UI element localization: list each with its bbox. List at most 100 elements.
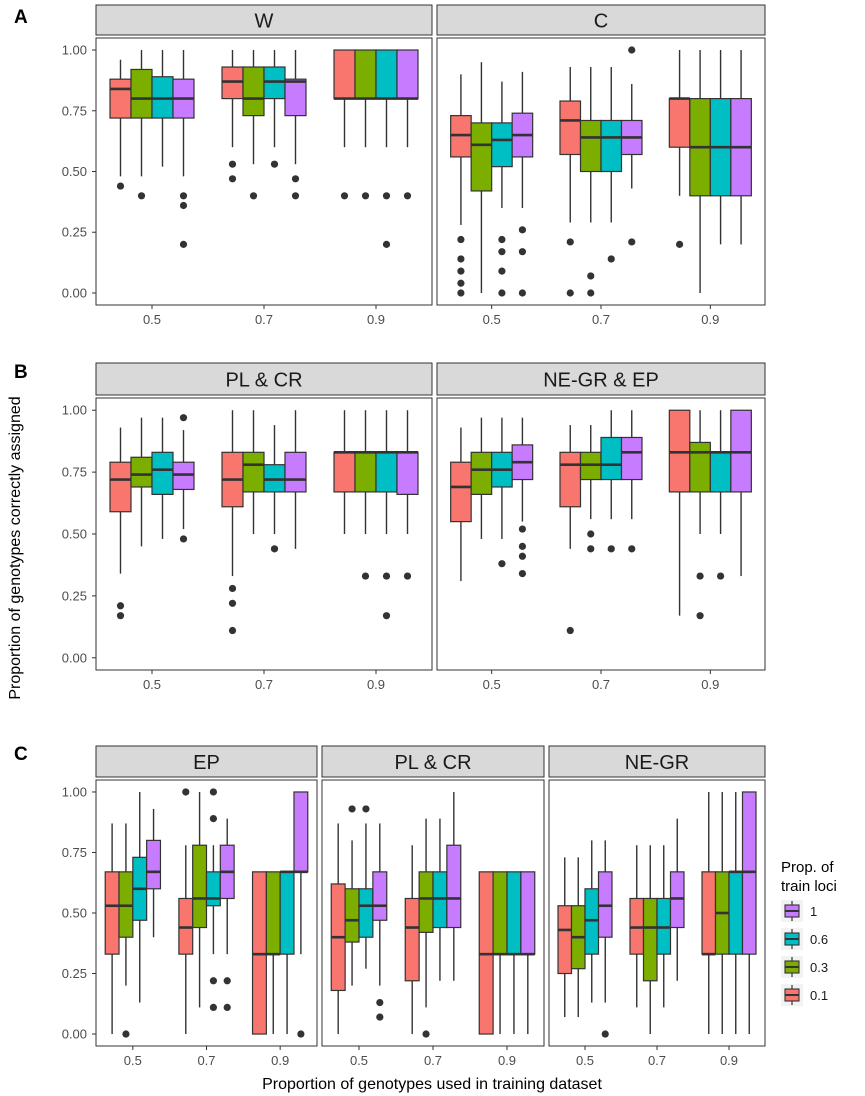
box-body xyxy=(151,451,174,495)
outlier-point xyxy=(498,248,506,256)
legend-key-0.3: 0.3 xyxy=(781,956,828,978)
outlier-point xyxy=(382,192,391,200)
legend-key-label: 0.3 xyxy=(810,960,828,975)
outlier-point xyxy=(587,545,595,553)
outlier-point xyxy=(518,248,527,256)
box-0.7-0.1 xyxy=(559,67,582,297)
y-tick-label: 0.25 xyxy=(62,966,87,981)
box-0.7-0.6 xyxy=(600,410,623,553)
box-body xyxy=(701,871,717,955)
panels-layer: 0.00 0.25 0.50 0.75 1.00 W 0.5 0.7 0.9 C 0.5 0.7 0.9… xyxy=(62,4,766,1068)
x-tick-label: 0.7 xyxy=(197,1053,215,1068)
x-tick-label: 0.9 xyxy=(271,1053,289,1068)
outlier-point xyxy=(116,182,125,190)
outlier-point xyxy=(587,530,595,538)
box-body xyxy=(205,871,221,907)
outlier-point xyxy=(228,175,237,183)
plot-frame xyxy=(95,397,433,671)
box-body xyxy=(130,68,153,119)
outlier-point xyxy=(270,160,279,168)
box-0.7-1 xyxy=(620,410,643,553)
box-0.7-1 xyxy=(219,818,235,1012)
y-tick-label: 1.00 xyxy=(62,403,87,418)
facet-strip xyxy=(95,4,433,36)
box-body xyxy=(492,871,508,955)
x-tick-label: 0.5 xyxy=(483,677,501,692)
box-0.5-0.3 xyxy=(130,50,153,200)
y-tick-label: 1.00 xyxy=(62,43,87,58)
box-0.5-0.1 xyxy=(450,74,472,297)
outlier-point xyxy=(209,977,218,985)
facet-title: W xyxy=(255,11,274,33)
outlier-point xyxy=(291,175,300,183)
box-0.9-0.1 xyxy=(478,871,494,1035)
box-body xyxy=(559,100,582,156)
legend-key-1: 1 xyxy=(781,900,817,922)
row-b-tag: B xyxy=(14,362,28,383)
x-tick-label: 0.5 xyxy=(483,312,501,327)
box-body xyxy=(506,871,522,955)
x-tick-label: 0.5 xyxy=(143,677,161,692)
facet-title: PL & CR xyxy=(394,752,471,774)
box-body xyxy=(728,871,744,955)
box-0.7-0.3 xyxy=(579,425,602,553)
box-body xyxy=(344,888,360,943)
x-tick-label: 0.7 xyxy=(255,312,273,327)
box-body xyxy=(404,897,420,982)
x-tick-label: 0.7 xyxy=(592,677,610,692)
box-0.9-1 xyxy=(730,409,752,577)
facet-panel: PL & CR 0.5 0.7 0.9 xyxy=(321,745,545,1068)
facet-strip xyxy=(548,745,766,778)
box-0.5-0.1 xyxy=(557,857,573,1018)
facet-title: EP xyxy=(193,752,220,774)
outlier-point xyxy=(223,977,231,985)
outlier-point xyxy=(457,267,465,275)
facet-panel: NE-GR 0.5 0.7 0.9 xyxy=(548,745,766,1068)
box-body xyxy=(284,451,307,493)
x-tick-label: 0.9 xyxy=(720,1053,738,1068)
box-0.5-0.1 xyxy=(109,427,132,620)
box-body xyxy=(579,119,602,173)
outlier-point xyxy=(518,525,527,533)
box-body xyxy=(375,451,398,493)
x-tick-label: 0.9 xyxy=(701,312,719,327)
outlier-point xyxy=(179,535,188,543)
outlier-point xyxy=(179,240,188,248)
box-0.9-0.6 xyxy=(709,410,732,580)
box-body xyxy=(470,451,493,495)
box-body xyxy=(354,451,377,493)
facet-strip xyxy=(321,745,545,778)
x-tick-label: 0.5 xyxy=(576,1053,594,1068)
box-body xyxy=(354,49,377,100)
x-axis-title: Proportion of genotypes used in training… xyxy=(262,1076,602,1093)
box-0.7-0.6 xyxy=(263,425,286,553)
outlier-point xyxy=(179,414,188,422)
box-0.9-0.1 xyxy=(333,410,356,534)
box-body xyxy=(192,844,208,929)
outlier-point xyxy=(228,626,237,635)
legend-key-label: 1 xyxy=(810,904,817,919)
box-0.7-0.3 xyxy=(192,791,208,1008)
facet-panel: EP 0.5 0.7 0.9 xyxy=(95,745,318,1068)
outlier-point xyxy=(607,545,615,553)
outlier-point xyxy=(566,626,574,635)
x-tick-label: 0.7 xyxy=(648,1053,666,1068)
outlier-point xyxy=(457,235,465,244)
y-tick-label: 0.75 xyxy=(62,103,87,118)
outlier-point xyxy=(297,1030,305,1038)
box-0.7-0.1 xyxy=(221,410,244,635)
x-tick-label: 0.5 xyxy=(124,1053,142,1068)
y-tick-label: 1.00 xyxy=(62,784,87,799)
box-0.5-1 xyxy=(511,71,534,297)
outlier-point xyxy=(498,267,506,275)
legend-key-label: 0.1 xyxy=(810,988,828,1003)
outlier-point xyxy=(362,805,370,813)
box-body xyxy=(375,49,398,100)
outlier-point xyxy=(182,788,190,796)
box-body xyxy=(396,451,419,495)
outlier-point xyxy=(382,240,391,248)
y-tick-label: 0.00 xyxy=(62,1027,87,1042)
outlier-point xyxy=(361,572,370,580)
box-body xyxy=(109,461,132,513)
